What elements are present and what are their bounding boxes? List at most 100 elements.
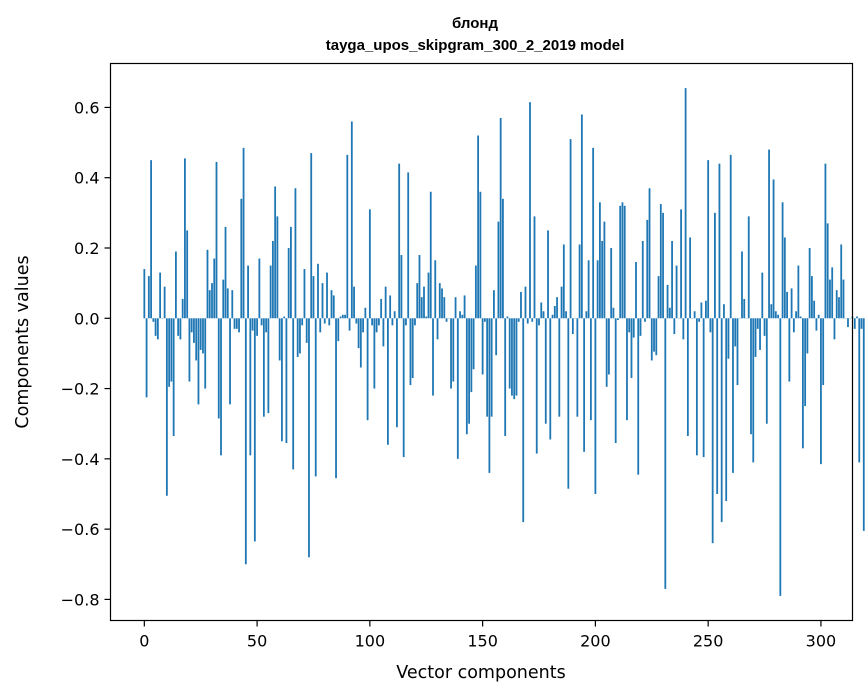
bar-144 (468, 318, 470, 424)
bar-208 (612, 307, 615, 319)
bar-126 (427, 272, 430, 319)
bar-193 (578, 244, 581, 319)
bar-14 (175, 251, 177, 319)
bar-295 (808, 248, 811, 319)
y-tick-label-6: 0.4 (74, 169, 99, 188)
bar-249 (705, 300, 707, 319)
bar-166 (517, 318, 520, 322)
bar-239 (682, 318, 685, 340)
bar-15 (177, 318, 180, 336)
bar-132 (441, 288, 443, 319)
bar-159 (502, 198, 504, 319)
bar-130 (436, 318, 439, 340)
bar-102 (373, 318, 376, 389)
bar-4 (152, 318, 155, 322)
bar-141 (461, 314, 464, 319)
bar-103 (375, 318, 378, 333)
bar-205 (605, 318, 608, 387)
bar-143 (465, 318, 468, 435)
bar-222 (644, 318, 646, 322)
bar-206 (608, 318, 610, 375)
bar-300 (820, 318, 822, 465)
bar-85 (335, 318, 337, 479)
bar-77 (317, 263, 319, 319)
bar-122 (418, 255, 421, 319)
bar-56 (269, 265, 272, 319)
bar-246 (698, 318, 701, 322)
chart-title: блонд (452, 15, 498, 32)
bar-18 (184, 158, 186, 319)
bar-284 (783, 237, 786, 319)
bar-17 (181, 298, 184, 319)
bar-149 (479, 191, 482, 319)
bar-60 (278, 318, 281, 361)
bar-series (143, 88, 865, 596)
bar-59 (276, 216, 279, 319)
bar-257 (723, 304, 725, 319)
bar-65 (290, 226, 292, 319)
bar-31 (213, 258, 216, 319)
y-axis-ticks: −0.8 −0.6 −0.4 −0.2 0.0 0.2 0.4 0.6 (61, 98, 111, 609)
bar-107 (384, 286, 387, 319)
bar-185 (560, 286, 563, 319)
bar-112 (396, 318, 398, 428)
bar-133 (443, 297, 446, 319)
x-tick-label-0: 0 (139, 632, 149, 651)
bar-91 (348, 318, 351, 331)
bar-228 (657, 276, 660, 319)
y-axis-label: Components values (13, 255, 33, 428)
bar-319 (862, 318, 865, 531)
bar-93 (353, 286, 355, 319)
bar-297 (813, 300, 816, 319)
bar-241 (686, 318, 689, 437)
y-tick-label-4: 0.0 (74, 309, 99, 328)
bar-23 (195, 318, 198, 361)
bar-142 (463, 295, 466, 319)
bar-75 (312, 276, 315, 319)
bar-39 (231, 290, 234, 319)
bar-298 (815, 318, 818, 331)
bar-50 (256, 318, 258, 336)
bar-37 (226, 288, 229, 319)
bar-146 (472, 318, 475, 370)
bar-251 (709, 318, 712, 333)
bar-6 (156, 318, 159, 340)
bar-151 (483, 318, 486, 322)
bar-281 (777, 314, 779, 319)
bar-150 (481, 318, 484, 375)
bar-127 (429, 191, 432, 319)
bar-68 (296, 318, 299, 357)
bar-217 (632, 318, 635, 338)
bar-218 (635, 262, 637, 319)
bar-252 (711, 318, 714, 544)
bar-119 (411, 318, 414, 379)
y-tick-label-7: 0.6 (74, 98, 99, 117)
bar-275 (763, 318, 766, 336)
bar-140 (459, 311, 461, 319)
bar-215 (628, 318, 631, 333)
bar-196 (585, 311, 588, 319)
bar-46 (247, 265, 249, 319)
bar-189 (569, 139, 572, 319)
bar-153 (488, 318, 491, 473)
bar-316 (856, 316, 858, 319)
bar-307 (835, 290, 838, 319)
bar-177 (542, 311, 545, 319)
bar-115 (402, 318, 405, 458)
bar-231 (664, 318, 667, 589)
x-tick-label-150: 150 (467, 632, 498, 651)
bar-25 (199, 318, 202, 350)
bar-266 (743, 298, 746, 319)
bar-200 (594, 318, 597, 494)
bar-186 (562, 244, 565, 319)
bar-155 (493, 290, 495, 319)
bar-9 (163, 286, 166, 319)
x-tick-label-250: 250 (693, 632, 724, 651)
bar-168 (522, 318, 525, 523)
bar-76 (314, 318, 317, 477)
bar-210 (617, 318, 619, 321)
bar-22 (193, 318, 195, 343)
bar-282 (779, 318, 782, 596)
bar-64 (287, 248, 290, 319)
bar-33 (217, 318, 220, 419)
